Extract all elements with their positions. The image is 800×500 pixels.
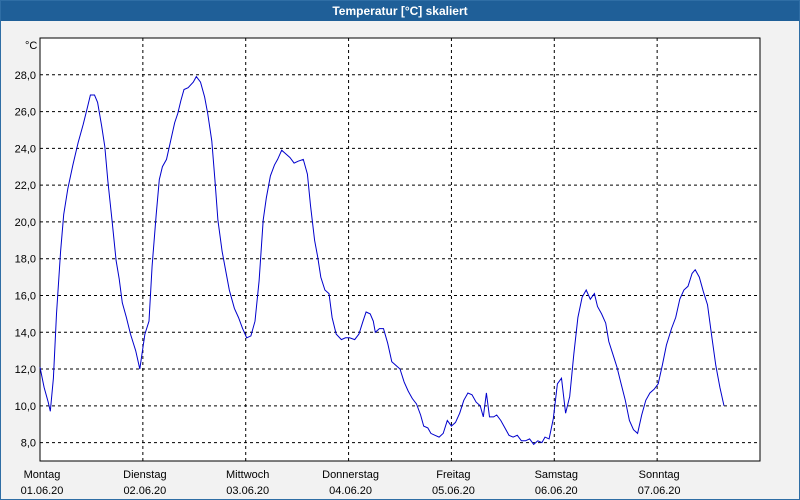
x-tick-date: 04.06.20 bbox=[329, 485, 372, 497]
y-tick-label: 10,0 bbox=[15, 401, 36, 413]
y-tick-labels: 8,0 10,0 12,0 14,0 16,0 18,0 20,0 22,0 24,0 26,0 2… bbox=[15, 70, 36, 450]
y-tick-label: 20,0 bbox=[15, 217, 36, 229]
x-tick-day: Sonntag bbox=[639, 469, 680, 481]
y-tick-label: 18,0 bbox=[15, 254, 36, 266]
x-tick-day: Donnerstag bbox=[322, 469, 379, 481]
y-tick-label: 16,0 bbox=[15, 290, 36, 302]
y-tick-label: 22,0 bbox=[15, 180, 36, 192]
x-tick-day: Mittwoch bbox=[226, 469, 269, 481]
y-tick-label: 26,0 bbox=[15, 107, 36, 119]
x-tick-date: 02.06.20 bbox=[123, 485, 166, 497]
chart-title: Temperatur [°C] skaliert bbox=[1, 1, 799, 21]
x-tick-day: Dienstag bbox=[123, 469, 166, 481]
plot-area bbox=[39, 37, 761, 462]
x-tick-day: Samstag bbox=[535, 469, 578, 481]
y-tick-label: 24,0 bbox=[15, 143, 36, 155]
y-tick-label: 8,0 bbox=[21, 438, 36, 450]
y-tick-label: 12,0 bbox=[15, 364, 36, 376]
x-tick-day: Freitag bbox=[436, 469, 470, 481]
x-tick-date: 03.06.20 bbox=[226, 485, 269, 497]
temperature-line bbox=[39, 75, 725, 446]
x-tick-date: 01.06.20 bbox=[21, 485, 64, 497]
x-tick-labels: Montag 01.06.20 Dienstag 02.06.20 Mittwoch 03… bbox=[21, 469, 681, 497]
x-tick-date: 05.06.20 bbox=[432, 485, 475, 497]
x-tick-day: Montag bbox=[24, 469, 61, 481]
x-tick-date: 07.06.20 bbox=[638, 485, 681, 497]
x-tick-date: 06.06.20 bbox=[535, 485, 578, 497]
y-tick-label: 28,0 bbox=[15, 70, 36, 82]
grid-vertical bbox=[142, 38, 658, 461]
y-axis-unit: °C bbox=[25, 40, 37, 52]
y-tick-label: 14,0 bbox=[15, 327, 36, 339]
